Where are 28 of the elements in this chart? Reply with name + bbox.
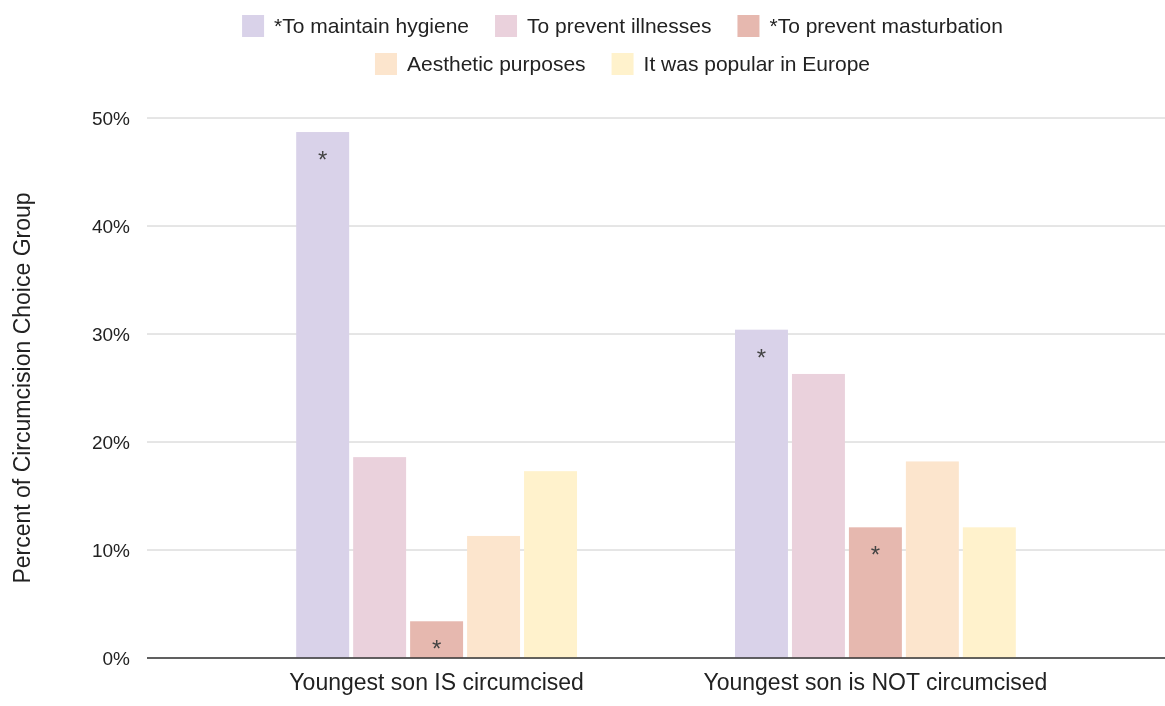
x-tick-label: Youngest son IS circumcised (289, 668, 584, 695)
bar (524, 471, 578, 658)
legend-label: *To prevent masturbation (769, 14, 1003, 38)
legend-label: Aesthetic purposes (406, 52, 586, 76)
y-tick-label: 0% (102, 647, 131, 669)
bar (296, 132, 350, 658)
x-tick-label: Youngest son is NOT circumcised (703, 668, 1048, 695)
bar (791, 373, 845, 658)
y-tick-label: 10% (91, 539, 131, 561)
legend-label: To prevent illnesses (527, 14, 712, 38)
y-axis-title: Percent of Circumcision Choice Group (9, 192, 35, 584)
bar (410, 621, 464, 658)
bar (848, 527, 902, 658)
y-tick-label: 20% (91, 431, 131, 453)
annotation: * (431, 635, 442, 663)
annotation: * (870, 541, 881, 569)
bar (734, 329, 788, 658)
legend-label: It was popular in Europe (643, 52, 871, 76)
bar (962, 527, 1016, 658)
bar (353, 457, 407, 658)
annotation: * (756, 343, 767, 371)
legend-label: *To maintain hygiene (274, 14, 470, 38)
y-tick-label: 50% (91, 107, 131, 129)
y-tick-label: 30% (91, 323, 131, 345)
bar (467, 535, 521, 658)
bar (905, 461, 959, 658)
y-tick-label: 40% (91, 215, 131, 237)
annotation: * (318, 146, 328, 174)
